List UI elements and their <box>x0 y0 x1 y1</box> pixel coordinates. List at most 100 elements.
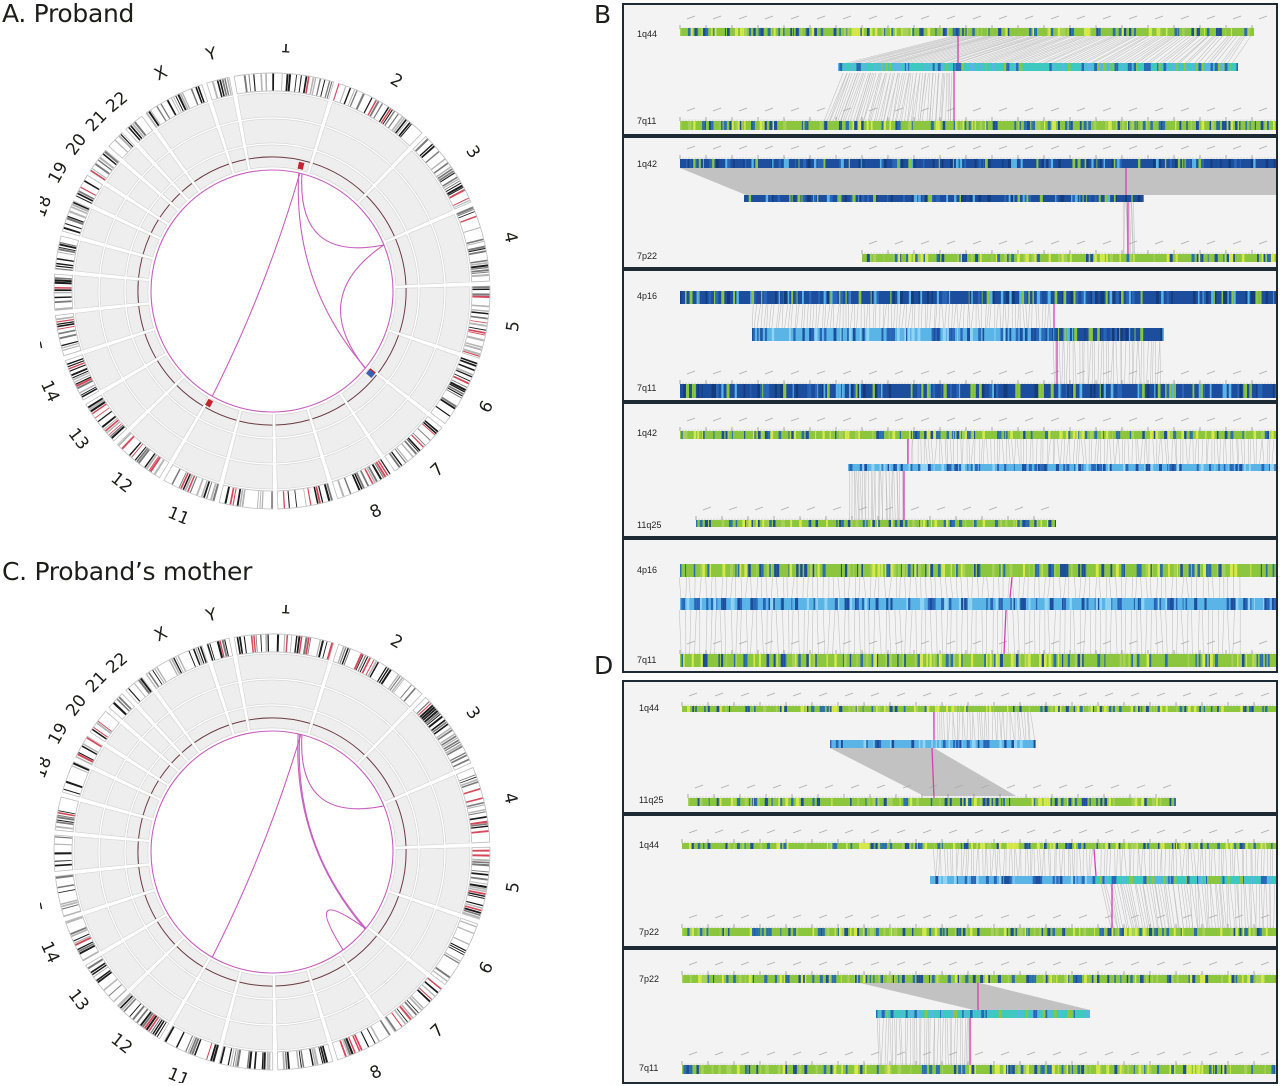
alignment-link <box>932 34 1028 66</box>
alignment-link <box>705 576 708 599</box>
track-stripe <box>1186 121 1188 130</box>
chromosome-label: 9 <box>303 1082 317 1083</box>
copy-number-line <box>142 235 151 255</box>
track-stripe <box>1168 564 1170 577</box>
track-stripe <box>1058 159 1061 168</box>
ideogram-band <box>322 641 328 659</box>
track-stripe <box>858 195 860 202</box>
track-stripe <box>711 28 713 36</box>
ruler-tick-label <box>686 15 696 20</box>
track-stripe <box>973 564 976 577</box>
track-stripe <box>748 28 752 36</box>
track-stripe <box>992 291 995 304</box>
alignment-link <box>771 576 773 599</box>
ideogram-band <box>58 246 76 252</box>
ruler-tick-label <box>1076 640 1086 645</box>
ideogram-band <box>138 448 150 464</box>
track-stripe <box>954 431 955 439</box>
ideogram-band <box>160 103 171 119</box>
ideogram-band <box>112 701 127 716</box>
track-stripe <box>771 431 774 439</box>
track-stripe <box>1223 464 1226 471</box>
track-stripe <box>956 431 960 439</box>
ideogram-band <box>175 95 184 112</box>
ruler-tick-label <box>920 370 930 375</box>
track-stripe <box>953 328 955 341</box>
track-stripe <box>994 384 996 398</box>
track-stripe <box>1128 121 1130 130</box>
alignment-link <box>787 303 791 330</box>
alignment-link <box>1137 340 1141 385</box>
ideogram-band <box>347 1036 356 1054</box>
ideogram-band <box>121 996 135 1011</box>
track-stripe <box>1250 564 1252 577</box>
ideogram-segment <box>85 394 128 442</box>
track-stripe <box>807 384 809 398</box>
track-stripe <box>1174 564 1176 577</box>
alignment-link <box>1081 438 1085 465</box>
ideogram-band <box>409 997 423 1011</box>
track-stripe <box>929 384 931 398</box>
track-stripe <box>1176 63 1179 71</box>
ideogram-band <box>57 323 75 328</box>
track-stripe <box>824 328 827 341</box>
ideogram-band <box>166 99 177 116</box>
track-stripe <box>1003 384 1006 398</box>
track-stripe <box>766 564 770 577</box>
track-stripe <box>839 159 841 168</box>
track-stripe <box>839 63 843 71</box>
track-stripe <box>1202 291 1204 304</box>
panel-b-row-1: 1q44 7q11 <box>622 3 1278 136</box>
track-stripe <box>1017 598 1020 610</box>
alignment-link <box>935 72 939 122</box>
track-stripe <box>715 291 719 304</box>
alignment-link <box>838 34 958 66</box>
alignment-link <box>981 576 985 599</box>
track-stripe <box>1070 291 1074 304</box>
translocation-link <box>297 172 366 369</box>
ideogram-band <box>196 478 204 496</box>
track-stripe <box>962 121 964 130</box>
alignment-link <box>1015 34 1090 66</box>
ideogram-band <box>371 463 382 480</box>
track-stripe <box>714 28 717 36</box>
alignment-link <box>719 609 723 655</box>
alignment-link <box>832 303 835 330</box>
alignment-link <box>1121 34 1170 66</box>
ideogram-band <box>59 243 77 249</box>
track-stripe <box>908 291 912 304</box>
track-stripe <box>820 121 823 130</box>
track-stripe <box>1102 464 1106 471</box>
track-stripe <box>938 159 940 168</box>
track-stripe <box>756 564 758 577</box>
track-segment <box>128 740 160 771</box>
track-stripe <box>1173 431 1175 439</box>
track-stripe <box>1027 28 1029 36</box>
alignment-link <box>1124 340 1127 385</box>
ideogram-band <box>134 446 147 461</box>
ideogram-band <box>193 1039 202 1056</box>
track-stripe <box>1117 384 1120 398</box>
track-stripe <box>948 464 952 471</box>
track-stripe <box>715 159 719 168</box>
alignment-link <box>999 303 1001 330</box>
track-stripe <box>1122 121 1125 130</box>
track-stripe <box>1169 598 1173 610</box>
track-stripe <box>1099 464 1102 471</box>
track-stripe <box>871 291 874 304</box>
track-stripe <box>1048 159 1051 168</box>
track-stripe <box>970 328 973 341</box>
ideogram-band <box>398 122 411 137</box>
track-stripe <box>1009 328 1012 341</box>
track-stripe <box>1267 431 1270 439</box>
alignment-link <box>920 576 922 599</box>
track-stripe <box>893 464 896 471</box>
track-stripe <box>1000 328 1004 341</box>
track-stripe <box>1095 598 1098 610</box>
track-stripe <box>1207 254 1209 262</box>
track-stripe <box>918 291 921 304</box>
ruler-tick-label <box>1024 640 1034 645</box>
alignment-link <box>1146 340 1149 385</box>
track-stripe <box>1006 291 1010 304</box>
ideogram-band <box>134 121 147 137</box>
